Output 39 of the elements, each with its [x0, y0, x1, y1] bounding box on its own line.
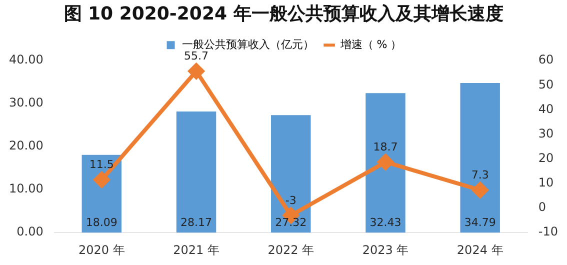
- bar: [271, 115, 311, 233]
- legend-label: 增速（ % ）: [339, 38, 402, 51]
- x-tick-label: 2023 年: [362, 242, 409, 257]
- x-tick-label: 2020 年: [78, 242, 125, 257]
- data-label: 18.7: [373, 140, 398, 154]
- data-label: -3: [285, 194, 296, 207]
- y-tick-label: 20.00: [8, 138, 44, 153]
- y-tick-label: 10.00: [8, 182, 44, 196]
- point: [94, 172, 110, 188]
- x-tick-label: 2024 年: [456, 242, 504, 257]
- chart-title: 图 10 2020-2024 年一般公共预算收入及其增长速度: [64, 3, 504, 24]
- y2-tick-label: 30: [538, 126, 554, 140]
- bar: [176, 111, 216, 233]
- y2-tick-label: 60: [538, 52, 554, 67]
- bar: [460, 83, 500, 233]
- point: [188, 63, 204, 80]
- data-label: 11.5: [89, 158, 114, 172]
- data-label: 28.17: [180, 216, 212, 229]
- y2-tick-label: 40: [538, 102, 554, 116]
- y2-tick-label: -10: [538, 224, 558, 239]
- y-tick-label: 0.00: [16, 224, 44, 239]
- point: [472, 182, 488, 198]
- bar: [366, 93, 406, 233]
- y2-tick-label: 10: [538, 176, 554, 190]
- data-label: 34.79: [464, 216, 496, 229]
- point: [377, 154, 394, 170]
- data-label: 55.7: [184, 50, 209, 63]
- x-tick-label: 2021 年: [173, 242, 220, 257]
- data-label: 27.32: [275, 216, 307, 229]
- x-tick-label: 2022 年: [268, 242, 314, 257]
- data-label: 7.3: [471, 168, 489, 182]
- y2-tick-label: 50: [538, 77, 554, 92]
- data-label: 32.43: [370, 216, 402, 229]
- y2-tick-label: 0: [538, 200, 546, 214]
- data-label: 18.09: [86, 216, 118, 229]
- y-tick-label: 30.00: [8, 96, 44, 110]
- y-tick-label: 40.00: [8, 52, 44, 67]
- legend-label: 一般公共预算收入（亿元）: [182, 38, 314, 51]
- y2-tick-label: 20: [538, 151, 554, 166]
